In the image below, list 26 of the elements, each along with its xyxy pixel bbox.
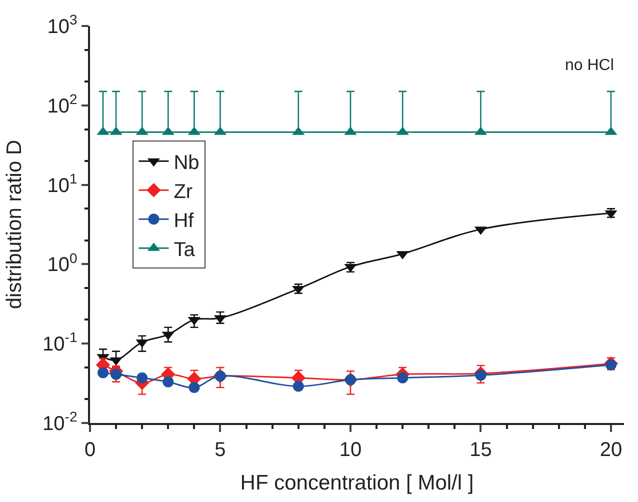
x-tick-label: 0 [84,438,96,461]
y-tick-label: 10$^{-2}$ [42,408,78,435]
legend-label: Ta [174,238,196,261]
point [397,372,408,384]
legend-label: Nb [174,152,200,174]
annotation: no HCl [565,57,614,74]
legend-label: Zr [174,180,193,203]
x-tick-label: 20 [600,438,622,461]
y-tick-label: 10$^{0}$ [47,250,78,276]
y-tick-label: 10$^{2}$ [47,91,78,118]
point [162,376,174,388]
y-tick-label: 10$^{1}$ [47,170,78,197]
x-tick-label: 10 [339,438,362,461]
point [188,382,200,393]
y-axis-title: distribution ratio D [3,140,26,310]
x-tick-label: 15 [470,438,492,461]
y-tick-label: 10$^{-1}$ [42,329,78,356]
point [98,367,109,378]
y-tick-label: 10$^{3}$ [47,12,78,38]
point [292,380,304,392]
point [475,370,486,381]
x-tick-label: 5 [214,438,226,461]
point [110,368,122,380]
x-axis-title: HF concentration [ Mol/l ] [240,471,474,494]
point [136,372,148,384]
legend-label: Hf [174,210,194,232]
